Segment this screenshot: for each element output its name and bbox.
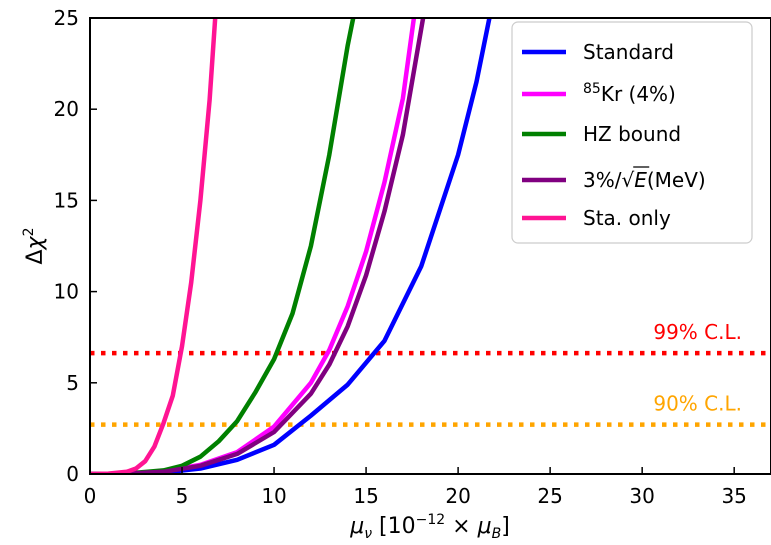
legend-label: HZ bound <box>583 122 681 146</box>
y-tick-label: 5 <box>66 371 79 395</box>
x-tick-label: 0 <box>84 484 97 508</box>
y-tick-label: 0 <box>66 462 79 486</box>
x-tick-label: 35 <box>721 484 746 508</box>
legend: Standard 85Kr (4%) HZ bound 3%/√E(MeV) Sta. … <box>511 21 753 244</box>
series-line <box>90 18 218 474</box>
x-tick-label: 20 <box>445 484 470 508</box>
x-tick-label: 25 <box>537 484 562 508</box>
legend-label: 3%/√E(MeV) <box>583 168 706 192</box>
legend-label: Sta. only <box>583 206 671 230</box>
reference-label: 90% C.L. <box>653 392 742 416</box>
y-tick-label: 10 <box>54 280 79 304</box>
x-tick-label: 15 <box>353 484 378 508</box>
y-tick-label: 15 <box>54 188 79 212</box>
axis-ticks: 0 5 10 15 20 25 30 35 0 5 10 15 20 25 <box>54 6 747 508</box>
legend-box <box>511 21 753 244</box>
legend-label: Standard <box>583 40 674 64</box>
series-line <box>90 18 426 474</box>
reference-label: 99% C.L. <box>653 320 742 344</box>
x-axis-label: μν [10−12 × μB] <box>349 512 510 542</box>
y-tick-label: 20 <box>54 97 79 121</box>
x-tick-label: 30 <box>629 484 654 508</box>
y-tick-label: 25 <box>54 6 79 30</box>
y-axis-label: Δχ2 <box>21 227 48 264</box>
x-tick-label: 10 <box>261 484 286 508</box>
legend-label: 85Kr (4%) <box>583 81 676 106</box>
axes-frame <box>89 17 771 475</box>
x-tick-label: 5 <box>176 484 189 508</box>
plot-area: 99% C.L. 90% C.L. <box>90 18 771 474</box>
